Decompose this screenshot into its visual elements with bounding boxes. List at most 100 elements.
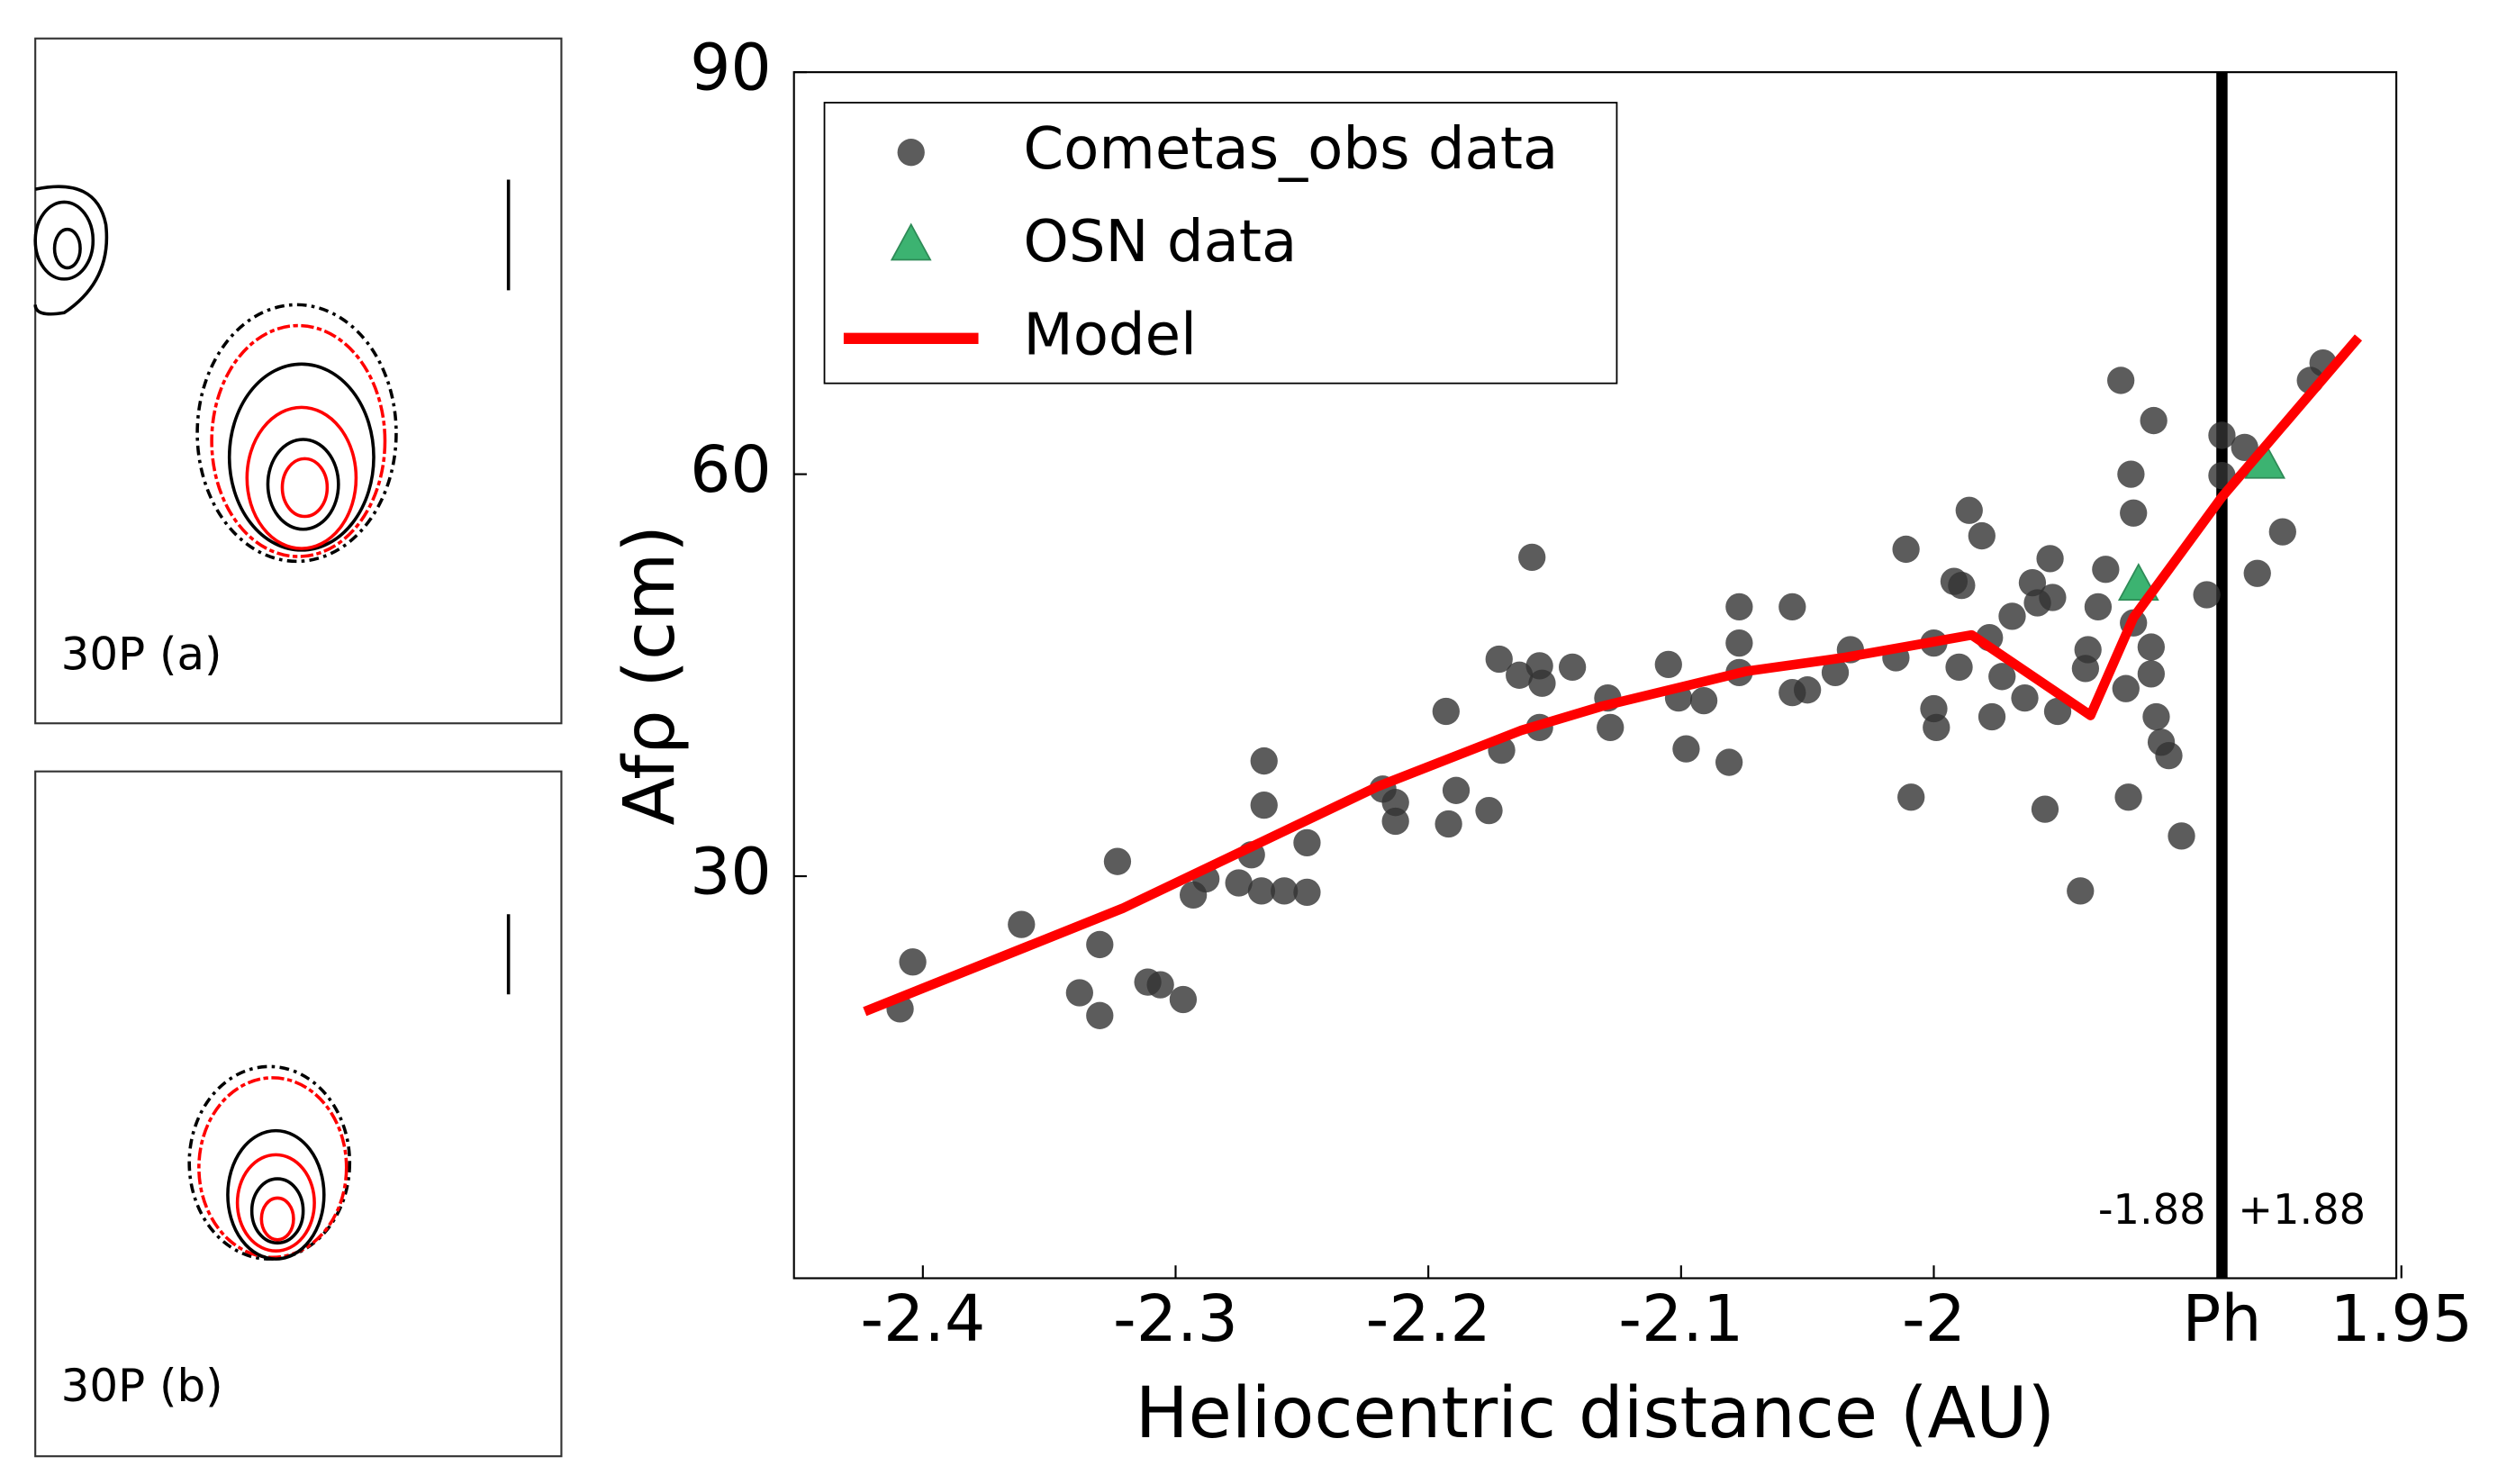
point <box>1778 593 1806 621</box>
point <box>1169 985 1198 1014</box>
point <box>1432 697 1460 726</box>
point <box>1654 650 1682 679</box>
point <box>2193 581 2221 609</box>
y-axis-label: Afρ (cm) <box>609 525 691 826</box>
point <box>1558 653 1587 682</box>
panel-label: 30P (b) <box>61 1360 223 1412</box>
point <box>1597 713 1625 741</box>
point <box>2031 795 2059 823</box>
panel-b: 30P (b) <box>34 770 563 1458</box>
point <box>2117 460 2145 488</box>
point <box>1485 645 1513 674</box>
annotation: +1.88 <box>2238 1185 2366 1234</box>
point <box>2120 499 2148 527</box>
point <box>1381 807 1409 836</box>
point <box>1293 878 1321 907</box>
point <box>1008 910 1036 938</box>
point <box>1435 810 1462 838</box>
chart: 30 60 90 -2.4 -2.3 -2.2 -2.1 -2 Ph 1.95 -1.88 +1.88… <box>609 31 2473 1454</box>
point <box>2112 674 2140 702</box>
point <box>2268 518 2296 546</box>
point <box>1725 629 1753 657</box>
y-tick-label: 30 <box>690 835 772 909</box>
point <box>2039 584 2067 611</box>
contours <box>33 185 398 564</box>
point <box>1923 713 1950 741</box>
x-tick-label: 1.95 <box>2330 1281 2473 1356</box>
point <box>1250 792 1278 819</box>
point <box>1998 602 2026 630</box>
point <box>1988 663 2016 691</box>
point <box>1506 661 1534 689</box>
point <box>2231 433 2258 461</box>
x-tick-label: -2.1 <box>1618 1281 1743 1356</box>
point <box>2168 822 2195 850</box>
x-tick-label: -2.2 <box>1366 1281 1491 1356</box>
point <box>1225 869 1253 897</box>
legend-marker <box>897 139 925 167</box>
point <box>1247 877 1276 905</box>
point <box>2043 697 2072 726</box>
point <box>1528 669 1556 697</box>
panel-a: 30P (a) <box>33 37 563 725</box>
point <box>2107 366 2135 394</box>
point <box>1945 653 1973 682</box>
legend-marker <box>890 222 932 261</box>
legend-label: Cometas_obs data <box>1023 115 1558 183</box>
point <box>1442 776 1471 804</box>
point <box>1518 543 1546 572</box>
legend-label: OSN data <box>1023 208 1297 276</box>
point <box>1955 496 1983 524</box>
model-line <box>863 334 2363 1017</box>
point <box>2243 559 2271 587</box>
point <box>1689 686 1718 715</box>
point <box>2208 421 2236 449</box>
y-tick-label: 60 <box>690 432 772 507</box>
point <box>1065 979 1093 1007</box>
legend: Cometas_obs data OSN data Model <box>823 102 1618 385</box>
x-tick-label: Ph <box>2182 1281 2261 1356</box>
panel-label: 30P (a) <box>61 629 222 681</box>
point <box>2140 406 2168 435</box>
point <box>1725 593 1753 621</box>
point <box>2011 683 2039 712</box>
point <box>1146 971 1174 999</box>
point <box>1475 796 1503 825</box>
point <box>1978 702 2006 731</box>
x-tick-label: -2.3 <box>1113 1281 1238 1356</box>
point <box>1715 748 1743 776</box>
point <box>1103 847 1132 875</box>
point <box>1821 658 1850 686</box>
point <box>899 948 927 976</box>
point <box>2137 633 2165 661</box>
point <box>2067 877 2095 905</box>
point <box>1892 535 1920 564</box>
point <box>1086 930 1114 959</box>
point <box>2074 636 2102 664</box>
point <box>2084 593 2113 621</box>
x-tick-label: -2 <box>1902 1281 1966 1356</box>
point <box>1250 747 1278 775</box>
plot-frame <box>792 71 2398 1280</box>
point <box>1897 783 1925 811</box>
annotation: -1.88 <box>2098 1185 2206 1234</box>
panel-frame <box>34 770 563 1458</box>
panel-frame <box>34 37 563 725</box>
contours <box>187 1064 352 1261</box>
point <box>1293 828 1321 856</box>
point <box>1672 735 1700 763</box>
legend-label: Model <box>1023 301 1197 368</box>
x-tick-label: -2.4 <box>860 1281 985 1356</box>
point <box>2114 783 2142 811</box>
point <box>1948 571 1976 600</box>
point <box>2036 545 2064 573</box>
point <box>2155 741 2183 770</box>
point <box>2092 556 2120 584</box>
point <box>1968 521 1996 550</box>
y-tick-label: 90 <box>690 31 772 105</box>
point <box>2137 660 2165 688</box>
point <box>2142 702 2170 731</box>
point <box>1086 1001 1114 1029</box>
x-axis-label: Heliocentric distance (AU) <box>1136 1372 2055 1454</box>
